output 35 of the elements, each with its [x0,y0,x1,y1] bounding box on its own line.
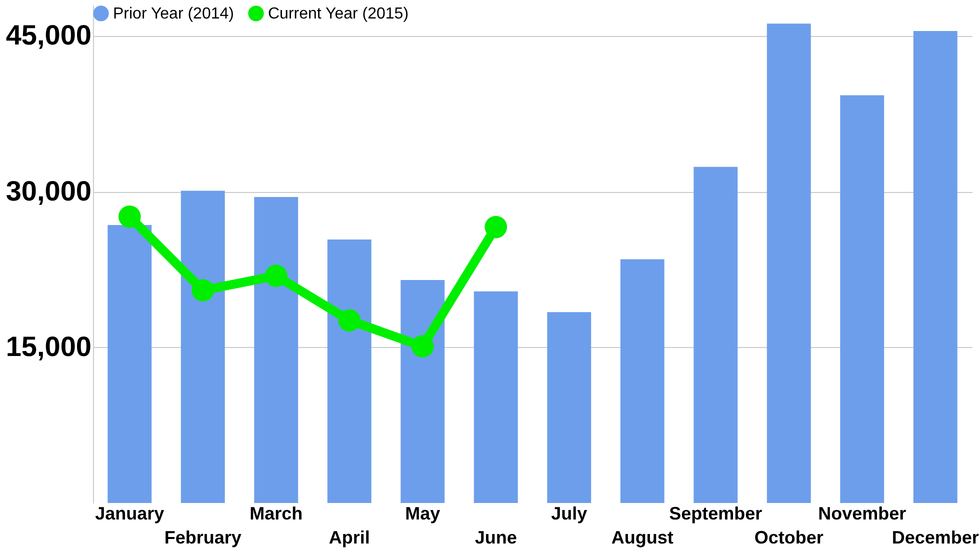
x-tick-label: October [754,528,824,548]
point [484,216,508,238]
bar [180,190,225,503]
x-tick-label: December [892,528,979,548]
x-tick-label: February [164,528,242,548]
bar [327,239,372,503]
x-tick-label: November [818,504,906,524]
point [192,279,214,302]
x-tick-label: May [405,504,440,524]
point [118,205,141,228]
y-tick-label: 45,000 [6,20,92,51]
legend-label: Current Year (2015) [268,5,409,22]
x-tick-label: July [551,504,588,524]
x-tick-label: June [474,528,517,548]
point [338,309,361,332]
x-tick-label: January [95,504,164,524]
y-tick-label: 15,000 [6,330,92,362]
bar [547,312,592,503]
x-tick-label: September [669,504,762,524]
point [411,335,434,358]
x-tick-label: March [250,504,303,524]
bar [254,196,298,503]
x-tick-label: April [328,528,370,548]
bar [840,95,884,503]
bar [913,30,958,503]
bar [108,224,152,503]
bar [400,280,445,503]
bar [474,291,518,503]
point [264,264,288,287]
x-tick-label: August [611,528,674,548]
bar [620,259,664,503]
bar [694,166,738,503]
y-tick-label: 30,000 [6,175,92,206]
bar [766,24,811,503]
legend-label: Prior Year (2014) [113,5,234,22]
